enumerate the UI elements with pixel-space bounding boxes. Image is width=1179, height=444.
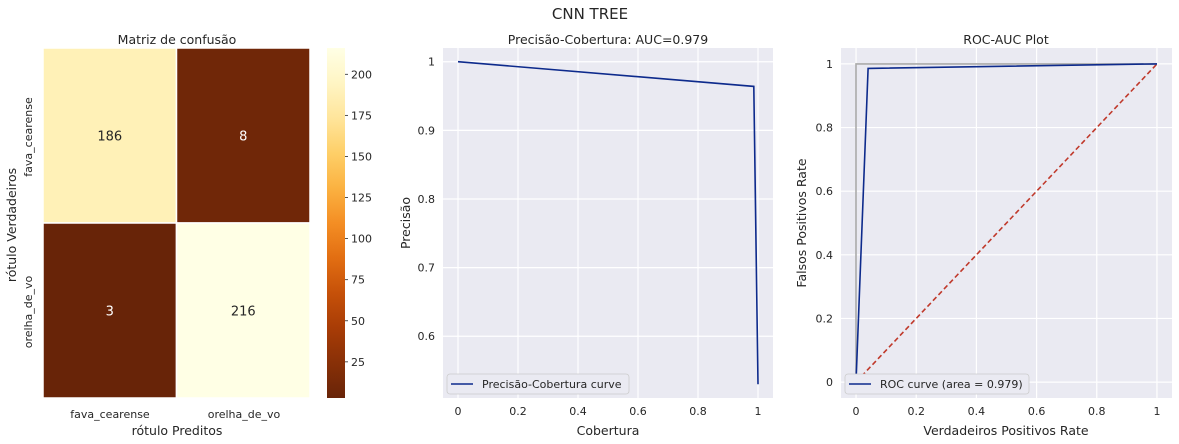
pr-legend-label: Precisão-Cobertura curve <box>482 378 622 391</box>
xtick-label: 1 <box>755 405 762 418</box>
xtick-label: 0.2 <box>509 405 527 418</box>
xtick-label: 0.8 <box>1088 405 1106 418</box>
colorbar-tick-label: 50 <box>351 315 365 328</box>
xtick-label: 0.4 <box>569 405 587 418</box>
xtick-label: 0.2 <box>907 405 925 418</box>
xtick-label: 0 <box>853 405 860 418</box>
xtick-label: 1 <box>1153 405 1160 418</box>
colorbar-tick-label: 25 <box>351 356 365 369</box>
roc-series <box>855 63 1158 383</box>
series-line <box>457 60 759 385</box>
ideal-roc-line <box>855 63 1157 383</box>
heatmap-xtick: fava_cearense <box>70 408 150 421</box>
xtick-label: 0.4 <box>968 405 986 418</box>
colorbar-tick-label: 100 <box>351 233 372 246</box>
series-line <box>855 63 1158 383</box>
ytick-label: 0.6 <box>816 185 834 198</box>
roc-legend-box <box>844 373 1030 395</box>
ytick-label: 0.6 <box>418 330 436 343</box>
colorbar-tick-label: 150 <box>351 150 372 163</box>
roc-ticks: 0 0.2 0.4 0.6 0.8 1 0 0.2 0.4 0.6 0.8 1 <box>816 58 1161 418</box>
colorbar: 25 50 75 100 125 150 175 200 <box>327 48 372 398</box>
roc-panel: 0 0.2 0.4 0.6 0.8 1 0 0.2 0.4 0.6 0.8 1 ROC-AUC Plo… <box>794 32 1172 438</box>
ytick-label: 1 <box>826 58 833 71</box>
pr-gridlines <box>443 48 773 398</box>
colorbar-tick-label: 200 <box>351 68 372 81</box>
pr-legend-box <box>446 373 630 395</box>
heatmap-ytick: fava_cearense <box>22 97 35 177</box>
roc-legend-label: ROC curve (area = 0.979) <box>880 378 1023 391</box>
colorbar-tick-label: 125 <box>351 192 372 205</box>
heatmap-xlabel: rótulo Preditos <box>132 423 223 438</box>
ytick-label: 0.2 <box>816 312 834 325</box>
pr-plot-area <box>443 48 773 398</box>
ytick-label: 1 <box>428 56 435 69</box>
pr-xlabel: Cobertura <box>577 423 640 438</box>
xtick-label: 0 <box>455 405 462 418</box>
pr-ticks: 0 0.2 0.4 0.6 0.8 1 0.6 0.7 0.8 0.9 1 <box>418 56 762 418</box>
pr-legend: Precisão-Cobertura curve <box>446 373 630 395</box>
figure-title: CNN TREE <box>552 5 628 23</box>
heatmap-ylabel: rótulo Verdadeiros <box>4 168 19 282</box>
confusion-matrix-title: Matriz de confusão <box>118 32 237 47</box>
heatmap-cell <box>42 222 178 399</box>
heatmap-cell <box>175 47 311 224</box>
colorbar-bar <box>327 48 345 398</box>
ytick-label: 0.7 <box>418 262 436 275</box>
heatmap-cells: 186 8 3 216 <box>42 47 311 399</box>
heatmap-cell-value: 186 <box>97 130 122 145</box>
xtick-label: 0.6 <box>629 405 647 418</box>
confusion-matrix-panel: Matriz de confusão 186 8 3 216 25 50 75 100 125… <box>4 32 372 438</box>
precision-recall-panel: 0 0.2 0.4 0.6 0.8 1 0.6 0.7 0.8 0.9 1 Precisão-Cob… <box>398 32 773 438</box>
xtick-label: 0.6 <box>1028 405 1046 418</box>
colorbar-tick-label: 175 <box>351 109 372 122</box>
pr-title: Precisão-Cobertura: AUC=0.979 <box>508 32 708 47</box>
roc-title: ROC-AUC Plot <box>963 32 1049 47</box>
heatmap-cell <box>42 47 178 224</box>
pr-series <box>457 60 759 385</box>
roc-ylabel: Falsos Positivos Rate <box>794 158 809 287</box>
roc-legend: ROC curve (area = 0.979) <box>844 373 1030 395</box>
ytick-label: 0 <box>826 376 833 389</box>
heatmap-cell-value: 3 <box>106 305 114 320</box>
heatmap-cell <box>175 222 311 399</box>
ytick-label: 0.4 <box>816 249 834 262</box>
roc-xlabel: Verdadeiros Positivos Rate <box>923 423 1088 438</box>
pr-ylabel: Precisão <box>398 197 413 249</box>
heatmap-cell-value: 8 <box>239 130 247 145</box>
xtick-label: 0.8 <box>689 405 707 418</box>
ytick-label: 0.8 <box>816 122 834 135</box>
heatmap-cell-value: 216 <box>231 305 256 320</box>
colorbar-tick-label: 75 <box>351 274 365 287</box>
chance-diagonal-line <box>855 63 1158 383</box>
heatmap-xtick: orelha_de_vo <box>208 408 281 421</box>
heatmap-ytick: orelha_de_vo <box>22 275 35 348</box>
ytick-label: 0.8 <box>418 193 436 206</box>
ytick-label: 0.9 <box>418 124 436 137</box>
